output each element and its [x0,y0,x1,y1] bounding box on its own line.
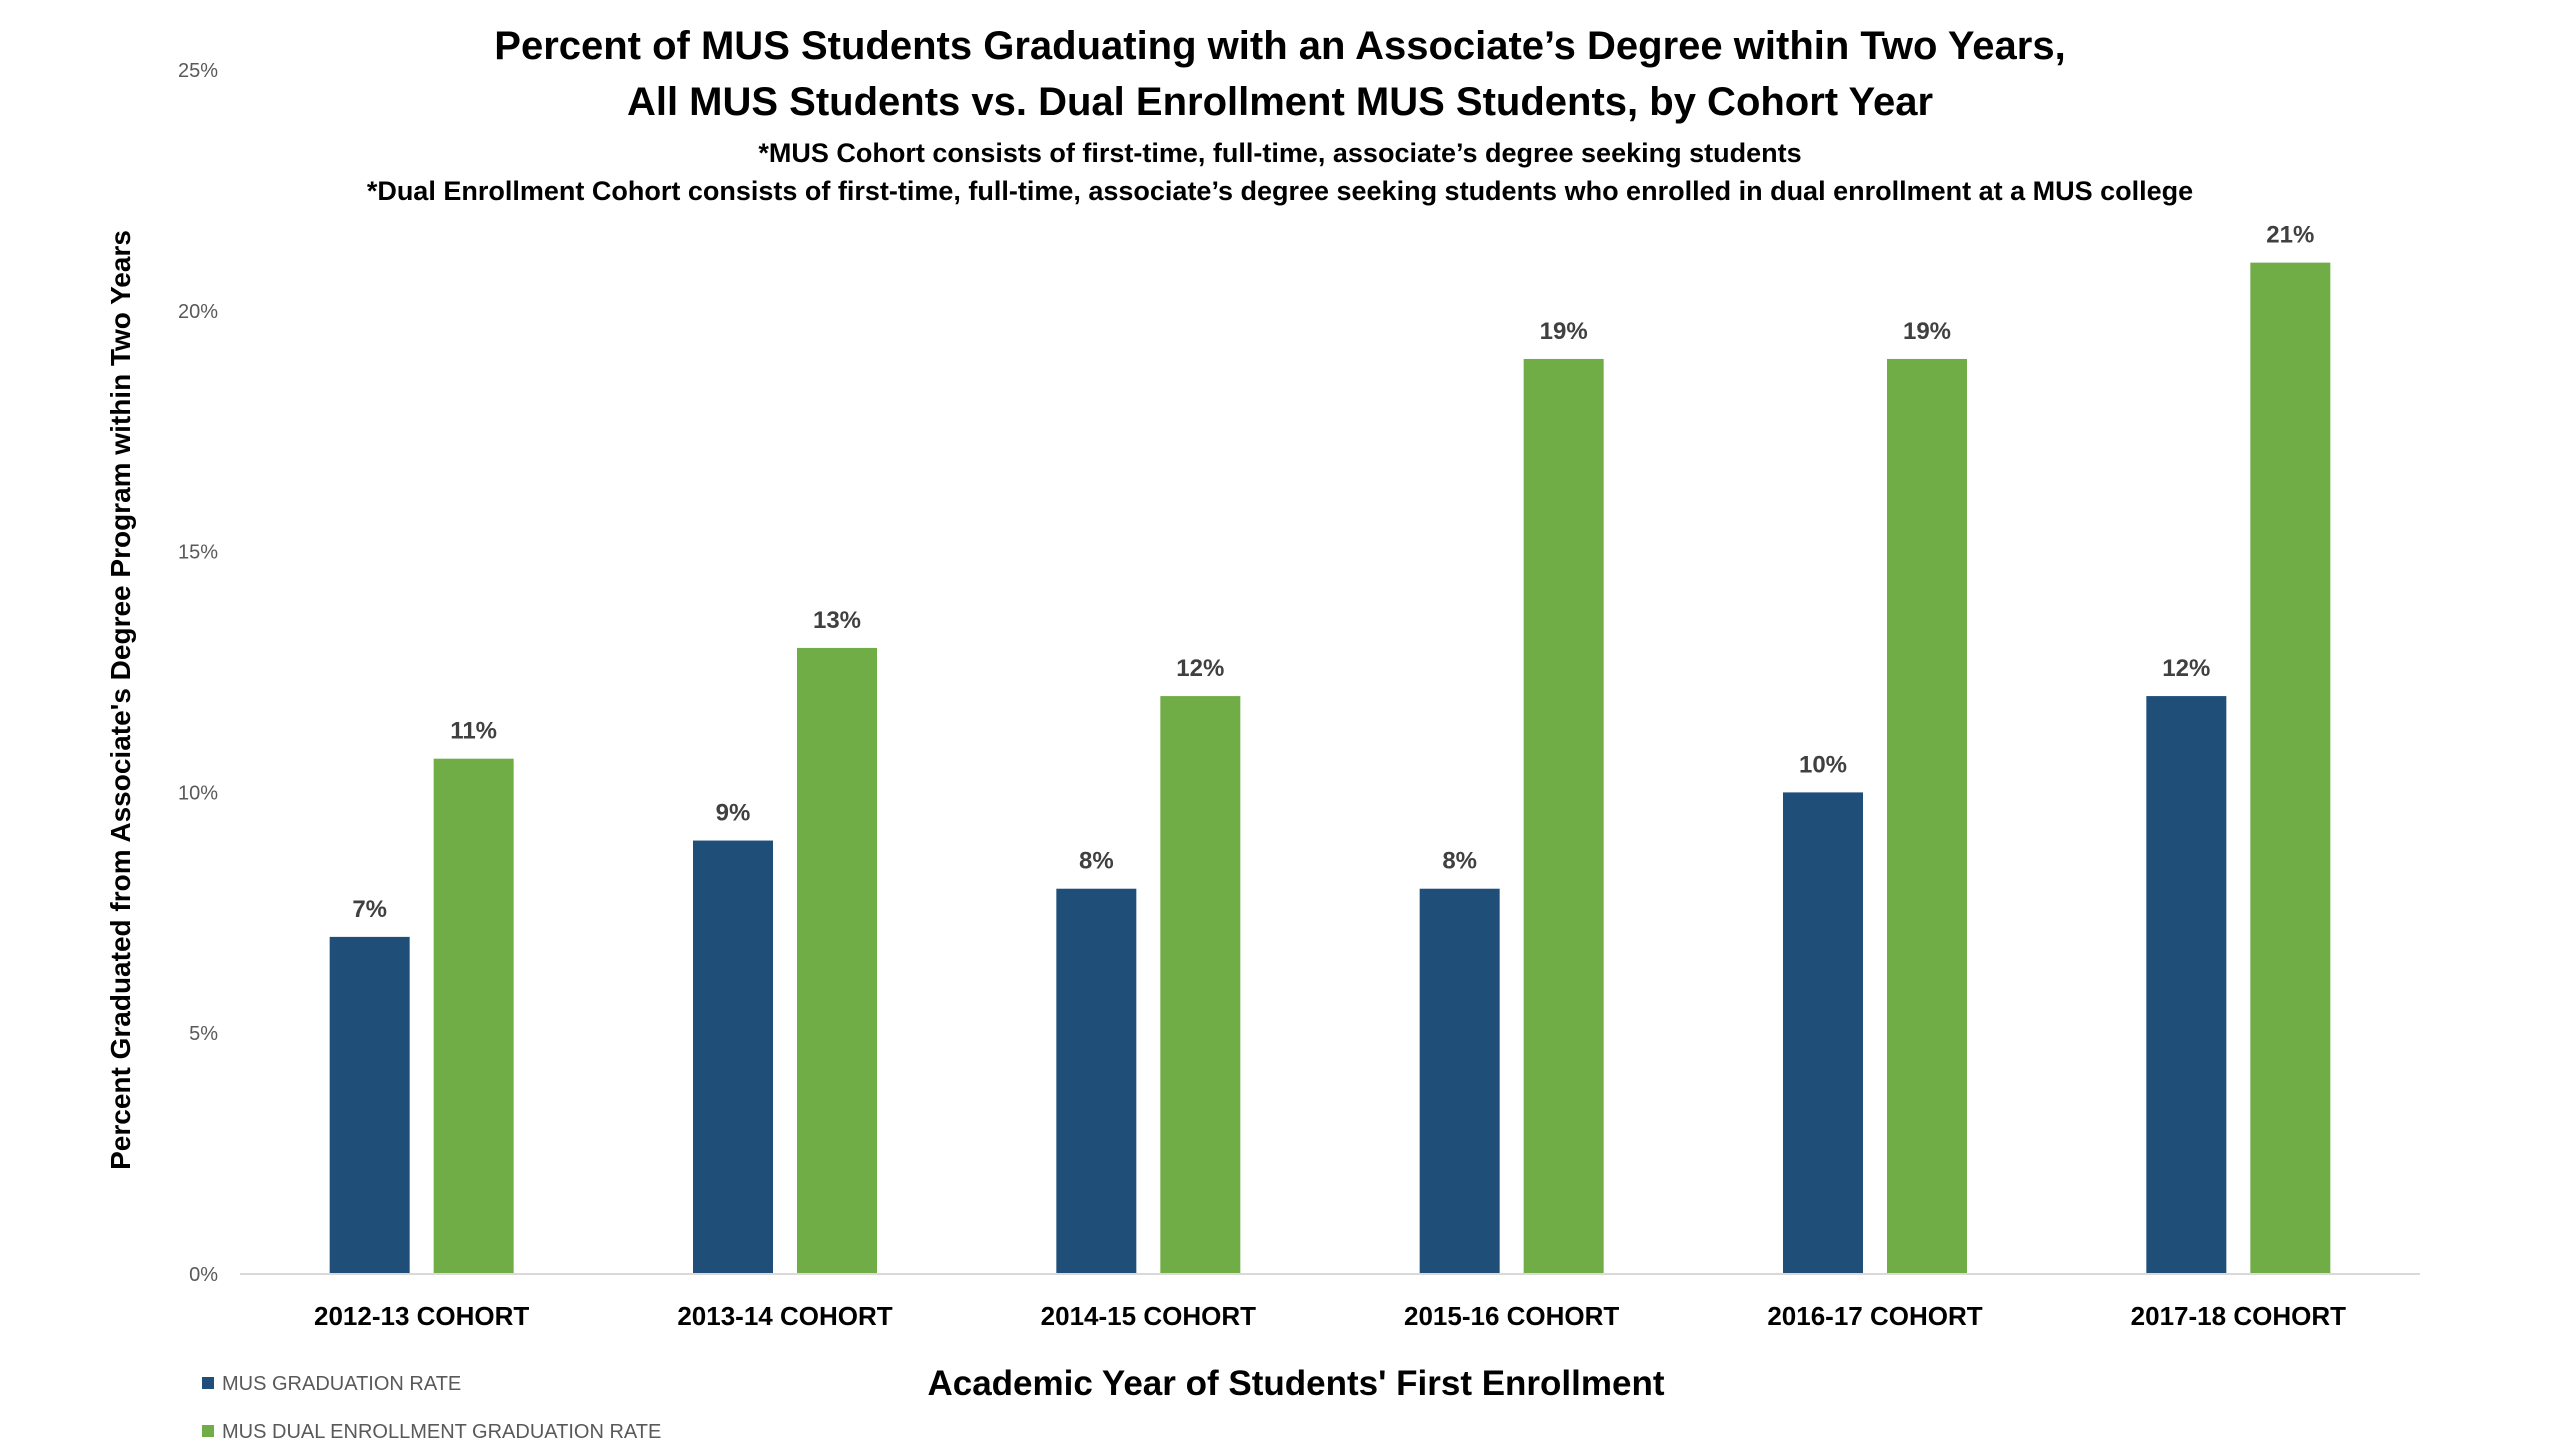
x-axis-tick-labels: 2012-13 COHORT 2013-14 COHORT 2014-15 COHO… [314,1301,2346,1331]
bar-label-dual-1: 11% [450,718,497,745]
bar-dual-3 [1160,696,1241,1274]
chart-subtitle-line-1: *MUS Cohort consists of first-time, full… [758,138,1802,168]
y-tick-label: 0% [189,1264,218,1286]
legend-swatch-dual [202,1425,214,1437]
bar-mus-4 [1419,888,1500,1274]
y-axis-title: Percent Graduated from Associate's Degre… [105,230,136,1170]
bar-mus-1 [329,936,410,1274]
x-tick-label: 2015-16 COHORT [1404,1301,1619,1331]
chart-title-line-1: Percent of MUS Students Graduating with … [494,24,2066,68]
bar-label-mus-2: 9% [716,800,751,827]
bar-label-dual-3: 12% [1176,655,1224,682]
bar-label-dual-4: 19% [1540,318,1588,345]
bar-label-dual-2: 13% [813,607,861,634]
x-tick-label: 2013-14 COHORT [677,1301,892,1331]
x-tick-label: 2012-13 COHORT [314,1301,529,1331]
x-tick-label: 2017-18 COHORT [2131,1301,2346,1331]
bar-mus-2 [693,840,773,1274]
y-tick-label: 15% [178,542,218,564]
bars [329,262,2331,1275]
legend-label-dual: MUS DUAL ENROLLMENT GRADUATION RATE [222,1421,661,1440]
legend-swatch-mus [202,1377,214,1389]
bar-label-mus-3: 8% [1079,848,1114,875]
y-tick-label: 25% [178,60,218,82]
x-tick-label: 2014-15 COHORT [1041,1301,1256,1331]
y-tick-label: 20% [178,301,218,323]
bar-dual-6 [2250,262,2331,1274]
bar-label-dual-6: 21% [2266,222,2314,249]
bar-label-mus-1: 7% [352,896,387,923]
bar-label-dual-5: 19% [1903,318,1951,345]
bar-label-mus-5: 10% [1799,751,1847,778]
y-tick-label: 5% [189,1023,218,1045]
bar-dual-4 [1523,358,1604,1275]
bar-data-labels: 7% 11% 9% 13% 8% 12% 8% 19% 10% 19% 12% 21% [352,222,2314,923]
chart-subtitle-line-2: *Dual Enrollment Cohort consists of firs… [366,176,2194,206]
bar-dual-1 [433,758,514,1274]
bar-dual-2 [797,647,877,1274]
bar-dual-5 [1887,358,1967,1275]
bar-mus-5 [1783,792,1863,1274]
bar-label-mus-6: 12% [2162,655,2210,682]
bar-mus-6 [2146,696,2227,1274]
y-tick-label: 10% [178,782,218,804]
chart-title: Percent of MUS Students Graduating with … [0,18,2560,130]
x-tick-label: 2016-17 COHORT [1767,1301,1982,1331]
legend: MUS GRADUATION RATE MUS DUAL ENROLLMENT … [202,1373,661,1440]
bar-mus-3 [1056,888,1137,1274]
legend-label-mus: MUS GRADUATION RATE [222,1373,461,1395]
y-axis-ticks: 0% 5% 10% 15% 20% 25% [178,60,218,1286]
bar-label-mus-4: 8% [1442,848,1477,875]
chart-subtitle: *MUS Cohort consists of first-time, full… [0,134,2560,210]
x-axis-title: Academic Year of Students' First Enrollm… [927,1364,1664,1403]
chart-title-line-2: All MUS Students vs. Dual Enrollment MUS… [626,80,1934,124]
